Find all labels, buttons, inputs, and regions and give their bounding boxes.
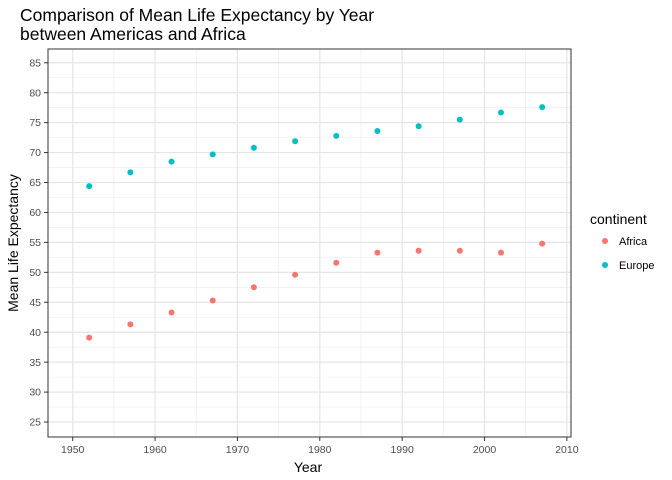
y-axis: 25 30 35 40 45 50 55 60 65 70 75 80 85 bbox=[29, 57, 48, 429]
point-africa bbox=[333, 259, 340, 266]
y-tick-label: 40 bbox=[29, 327, 41, 339]
y-tick-label: 75 bbox=[29, 117, 41, 129]
point-africa bbox=[374, 249, 381, 256]
point-africa bbox=[292, 271, 299, 278]
y-axis-title: Mean Life Expectancy bbox=[5, 174, 21, 312]
legend-label-europe: Europe bbox=[619, 260, 654, 272]
point-europe bbox=[415, 123, 422, 130]
y-tick-label: 30 bbox=[29, 387, 41, 399]
point-africa bbox=[539, 240, 546, 247]
x-tick-label: 1990 bbox=[390, 444, 414, 456]
x-tick-label: 2010 bbox=[555, 444, 579, 456]
point-africa bbox=[86, 334, 93, 341]
y-tick-label: 35 bbox=[29, 357, 41, 369]
legend-key-africa bbox=[602, 238, 608, 244]
point-africa bbox=[415, 247, 422, 254]
y-tick-label: 45 bbox=[29, 297, 41, 309]
point-europe bbox=[374, 128, 381, 135]
point-europe bbox=[292, 138, 299, 145]
panel-border bbox=[47, 48, 572, 438]
point-europe bbox=[209, 151, 216, 158]
x-tick-label: 1960 bbox=[143, 444, 167, 456]
plot-border bbox=[47, 48, 572, 438]
y-tick-label: 50 bbox=[29, 267, 41, 279]
x-tick-label: 1950 bbox=[61, 444, 85, 456]
y-tick-label: 65 bbox=[29, 177, 41, 189]
x-axis: 1950 1960 1970 1980 1990 2000 2010 bbox=[61, 437, 579, 456]
x-tick-label: 2000 bbox=[473, 444, 497, 456]
point-europe bbox=[168, 158, 175, 165]
y-tick-label: 25 bbox=[29, 417, 41, 429]
y-tick-label: 70 bbox=[29, 147, 41, 159]
legend-key-europe bbox=[602, 262, 608, 268]
y-tick-label: 80 bbox=[29, 87, 41, 99]
point-europe bbox=[127, 169, 134, 176]
y-tick-label: 55 bbox=[29, 237, 41, 249]
point-europe bbox=[86, 183, 93, 190]
chart-title-line-2: between Americas and Africa bbox=[20, 24, 246, 44]
y-tick-label: 85 bbox=[29, 57, 41, 69]
legend-title: continent bbox=[590, 211, 647, 227]
point-europe bbox=[333, 132, 340, 139]
point-africa bbox=[497, 249, 504, 256]
point-africa bbox=[250, 284, 257, 291]
legend: continent Africa Europe bbox=[590, 211, 654, 272]
legend-label-africa: Africa bbox=[619, 236, 648, 248]
x-axis-title: Year bbox=[294, 459, 323, 475]
y-tick-label: 60 bbox=[29, 207, 41, 219]
point-africa bbox=[456, 247, 463, 254]
point-europe bbox=[456, 116, 463, 123]
point-africa bbox=[127, 321, 134, 328]
point-europe bbox=[250, 144, 257, 151]
x-tick-label: 1980 bbox=[308, 444, 332, 456]
x-tick-label: 1970 bbox=[226, 444, 250, 456]
point-africa bbox=[209, 297, 216, 304]
chart-title-line-1: Comparison of Mean Life Expectancy by Ye… bbox=[20, 5, 374, 25]
point-europe bbox=[497, 109, 504, 116]
point-europe bbox=[539, 104, 546, 111]
point-africa bbox=[168, 309, 175, 316]
grid-lines bbox=[48, 49, 571, 437]
data-points bbox=[86, 104, 546, 341]
